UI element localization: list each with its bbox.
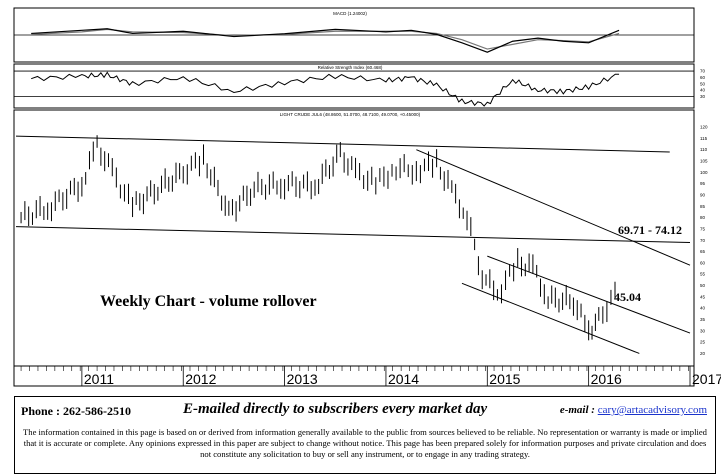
price-tick-label: 40	[700, 306, 706, 311]
macd-line	[31, 28, 620, 53]
price-tick-label: 70	[700, 238, 706, 243]
price-tick-label: 60	[700, 260, 706, 265]
price-tick-label: 80	[700, 215, 706, 220]
year-tick-label: 2017	[692, 371, 721, 387]
price-tick-label: 25	[700, 340, 706, 345]
disclaimer: The information contained in this page i…	[23, 427, 707, 459]
price-tick-label: 110	[700, 147, 708, 152]
rsi-tick-label: 70	[700, 69, 706, 74]
year-tick-label: 2016	[591, 371, 622, 387]
rsi-line	[31, 71, 620, 107]
year-tick-label: 2015	[489, 371, 520, 387]
price-tick-label: 30	[700, 328, 706, 333]
trend-line	[416, 149, 691, 266]
tagline: E-mailed directly to subscribers every m…	[183, 401, 488, 417]
footer: Phone : 262-586-2510 E-mailed directly t…	[14, 396, 716, 474]
year-tick-label: 2014	[388, 371, 419, 387]
price-tick-label: 90	[700, 192, 706, 197]
year-tick-label: 2013	[287, 371, 318, 387]
price-tick-label: 35	[700, 317, 706, 322]
trend-line	[15, 226, 691, 244]
price-tick-label: 45	[700, 294, 706, 299]
price-tick-label: 20	[700, 351, 706, 356]
rsi-tick-label: 30	[700, 94, 706, 99]
trend-line	[461, 282, 640, 354]
email-link[interactable]: cary@artacadvisory.com	[597, 404, 707, 416]
price-tick-label: 50	[700, 283, 706, 288]
macd-title: MACD (1.24002)	[333, 11, 367, 16]
annotation-target: 69.71 - 74.12	[618, 223, 682, 237]
annotation-weekly: Weekly Chart - volume rollover	[100, 293, 317, 310]
rsi-panel	[13, 63, 695, 109]
price-tick-label: 65	[700, 249, 706, 254]
year-tick-label: 2011	[84, 371, 114, 387]
rsi-title: Relative Strength Index (60.468)	[318, 65, 383, 70]
price-title: LIGHT CRUDE JUL6 (48.8600, 51.0700, 48.7…	[280, 112, 421, 117]
email-block: e-mail : cary@artacadvisory.com	[560, 404, 707, 416]
price-tick-label: 55	[700, 272, 706, 277]
price-tick-label: 105	[700, 159, 708, 164]
annotation-level: 45.04	[614, 290, 641, 304]
trend-line	[15, 135, 670, 153]
price-tick-label: 115	[700, 136, 708, 141]
rsi-tick-label: 60	[700, 75, 706, 80]
price-tick-label: 85	[700, 204, 706, 209]
chart-area: MACD (1.24002) Relative Strength Index (…	[13, 7, 721, 387]
price-tick-label: 75	[700, 226, 706, 231]
price-tick-label: 120	[700, 125, 708, 130]
phone-number: Phone : 262-586-2510	[21, 404, 131, 418]
price-panel	[13, 109, 695, 387]
price-tick-label: 100	[700, 170, 708, 175]
email-label: e-mail :	[559, 404, 595, 416]
price-tick-label: 95	[700, 181, 706, 186]
year-tick-label: 2012	[185, 371, 216, 387]
rsi-tick-label: 40	[700, 88, 706, 93]
rsi-tick-label: 50	[700, 81, 706, 86]
